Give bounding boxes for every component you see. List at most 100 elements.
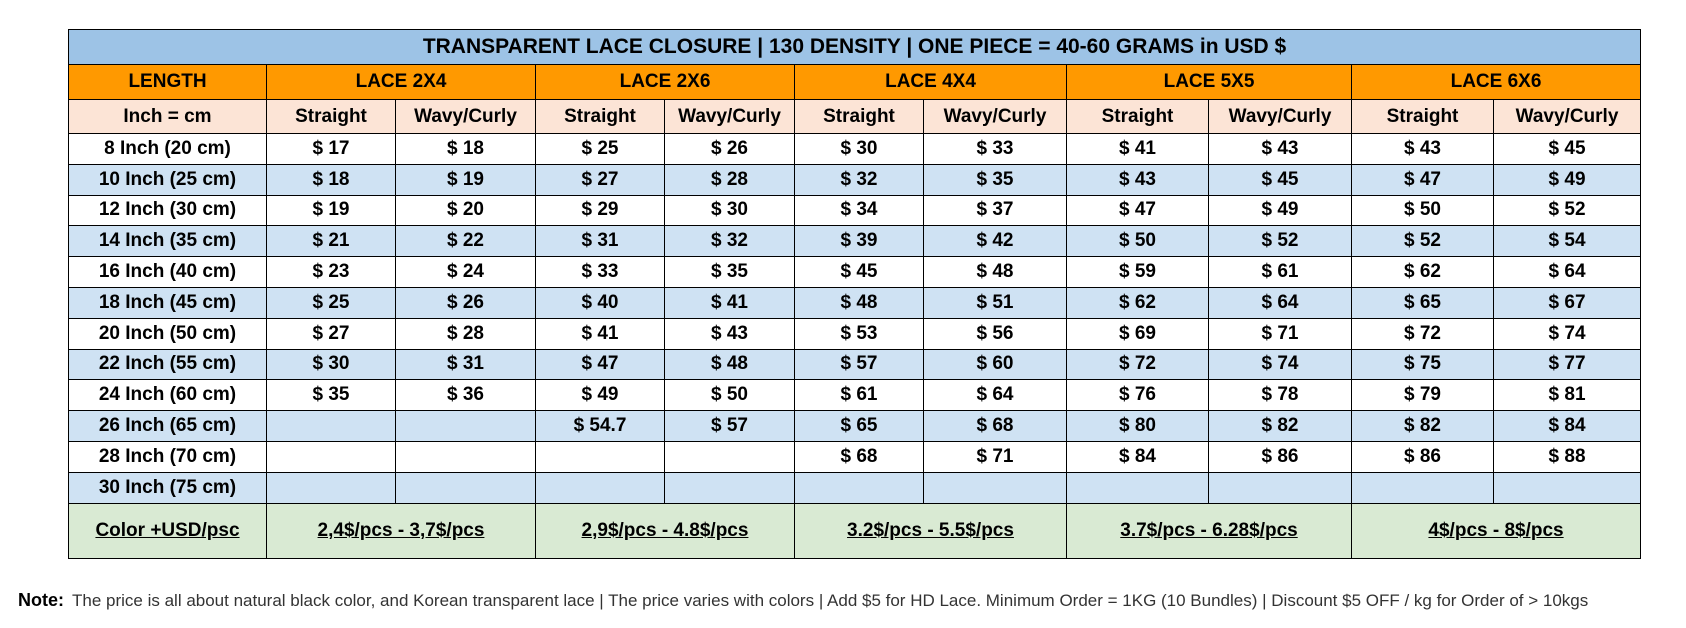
price-cell bbox=[923, 471, 1067, 504]
note-label: Note: bbox=[18, 590, 64, 610]
color-label: Color +USD/psc bbox=[95, 519, 240, 541]
sub-header: Wavy/Curly bbox=[664, 99, 795, 134]
price-cell: $ 31 bbox=[535, 225, 665, 258]
price-cell bbox=[664, 471, 795, 504]
price-cell: $ 51 bbox=[923, 286, 1067, 319]
length-cell: 26 Inch (65 cm) bbox=[68, 410, 267, 442]
price-cell: $ 35 bbox=[266, 379, 396, 412]
price-cell: $ 67 bbox=[1492, 286, 1642, 319]
table-row: 24 Inch (60 cm) $ 35 $ 36 $ 49 $ 50 $ 61 $ 64 $… bbox=[68, 379, 1642, 412]
price-cell: $ 52 bbox=[1492, 194, 1642, 227]
price-cell: $ 57 bbox=[794, 348, 924, 381]
length-header: LENGTH bbox=[68, 64, 267, 100]
price-cell: $ 60 bbox=[923, 348, 1067, 381]
table-row: 10 Inch (25 cm) $ 18 $ 19 $ 27 $ 28 $ 32 $ 35 $… bbox=[68, 163, 1642, 196]
price-cell bbox=[395, 471, 536, 504]
sub-header: Wavy/Curly bbox=[1208, 99, 1352, 134]
price-cell: $ 27 bbox=[535, 163, 665, 196]
price-cell: $ 86 bbox=[1351, 440, 1494, 473]
color-price-cell: 3.2$/pcs - 5.5$/pcs bbox=[794, 502, 1067, 559]
color-price-cell: 2,9$/pcs - 4.8$/pcs bbox=[535, 502, 795, 559]
price-cell bbox=[664, 440, 795, 473]
price-cell: $ 26 bbox=[664, 133, 795, 165]
price-cell: $ 31 bbox=[395, 348, 536, 381]
price-cell: $ 82 bbox=[1208, 410, 1352, 442]
sub-header: Wavy/Curly bbox=[395, 99, 536, 134]
price-cell: $ 82 bbox=[1351, 410, 1494, 442]
price-cell: $ 20 bbox=[395, 194, 536, 227]
color-price-cell: 4$/pcs - 8$/pcs bbox=[1350, 502, 1642, 559]
price-cell: $ 35 bbox=[664, 256, 795, 288]
price-cell: $ 50 bbox=[1351, 194, 1494, 227]
price-cell: $ 49 bbox=[1492, 163, 1642, 196]
table-row: 16 Inch (40 cm) $ 23 $ 24 $ 33 $ 35 $ 45 $ 48 $… bbox=[68, 256, 1642, 288]
table-row: 20 Inch (50 cm) $ 27 $ 28 $ 41 $ 43 $ 53 $ 56 $… bbox=[68, 317, 1642, 350]
price-cell: $ 28 bbox=[664, 163, 795, 196]
sub-header: Straight bbox=[794, 99, 924, 134]
table-title: TRANSPARENT LACE CLOSURE | 130 DENSITY |… bbox=[67, 29, 1642, 65]
price-cell bbox=[535, 471, 665, 504]
table-row: 22 Inch (55 cm) $ 30 $ 31 $ 47 $ 48 $ 57 $ 60 $… bbox=[68, 348, 1642, 381]
price-cell: $ 37 bbox=[923, 194, 1067, 227]
price-cell: $ 33 bbox=[923, 133, 1067, 165]
sub-header: Wavy/Curly bbox=[923, 99, 1067, 134]
group-header-2: LACE 4X4 bbox=[794, 64, 1067, 100]
price-cell: $ 71 bbox=[923, 440, 1067, 473]
price-cell: $ 57 bbox=[664, 410, 795, 442]
price-cell: $ 72 bbox=[1066, 348, 1209, 381]
color-price: 3.7$/pcs - 6.28$/pcs bbox=[1120, 519, 1298, 541]
price-cell: $ 43 bbox=[664, 317, 795, 350]
price-cell: $ 43 bbox=[1351, 133, 1494, 165]
price-cell: $ 77 bbox=[1492, 348, 1642, 381]
price-cell bbox=[1351, 471, 1494, 504]
sub-header: Straight bbox=[266, 99, 396, 134]
price-cell: $ 84 bbox=[1066, 440, 1209, 473]
price-cell: $ 52 bbox=[1208, 225, 1352, 258]
price-cell: $ 49 bbox=[535, 379, 665, 412]
price-cell: $ 68 bbox=[923, 410, 1067, 442]
price-cell: $ 50 bbox=[1066, 225, 1209, 258]
price-cell: $ 25 bbox=[266, 286, 396, 319]
price-cell: $ 68 bbox=[794, 440, 924, 473]
price-cell: $ 75 bbox=[1351, 348, 1494, 381]
price-cell bbox=[266, 440, 396, 473]
price-cell: $ 17 bbox=[266, 133, 396, 165]
price-cell: $ 47 bbox=[1066, 194, 1209, 227]
price-cell: $ 84 bbox=[1492, 410, 1642, 442]
price-cell: $ 62 bbox=[1351, 256, 1494, 288]
color-label-cell: Color +USD/psc bbox=[68, 502, 267, 559]
price-cell: $ 49 bbox=[1208, 194, 1352, 227]
price-cell: $ 54.7 bbox=[535, 410, 665, 442]
color-price-cell: 3.7$/pcs - 6.28$/pcs bbox=[1066, 502, 1352, 559]
length-cell: 14 Inch (35 cm) bbox=[68, 225, 267, 258]
length-cell: 24 Inch (60 cm) bbox=[68, 379, 267, 412]
price-cell bbox=[266, 471, 396, 504]
price-cell: $ 22 bbox=[395, 225, 536, 258]
price-cell bbox=[535, 440, 665, 473]
group-header-4: LACE 6X6 bbox=[1350, 64, 1642, 100]
note-text: The price is all about natural black col… bbox=[72, 591, 1589, 610]
price-cell: $ 48 bbox=[923, 256, 1067, 288]
price-cell: $ 41 bbox=[664, 286, 795, 319]
price-cell: $ 64 bbox=[1208, 286, 1352, 319]
length-cell: 30 Inch (75 cm) bbox=[68, 471, 267, 504]
price-cell bbox=[395, 440, 536, 473]
table-row: 18 Inch (45 cm) $ 25 $ 26 $ 40 $ 41 $ 48 $ 51 $… bbox=[68, 286, 1642, 319]
group-header-0: LACE 2X4 bbox=[266, 64, 536, 100]
group-header-3: LACE 5X5 bbox=[1066, 64, 1352, 100]
table-row: 26 Inch (65 cm) $ 54.7 $ 57 $ 65 $ 68 $ 80 $ 8… bbox=[68, 410, 1642, 442]
price-cell: $ 64 bbox=[923, 379, 1067, 412]
note-line: Note: The price is all about natural blac… bbox=[18, 590, 1588, 611]
price-cell: $ 45 bbox=[1492, 133, 1642, 165]
price-cell: $ 19 bbox=[266, 194, 396, 227]
price-cell: $ 54 bbox=[1492, 225, 1642, 258]
price-cell: $ 30 bbox=[266, 348, 396, 381]
price-cell bbox=[395, 410, 536, 442]
unit-header: Inch = cm bbox=[68, 99, 267, 134]
color-price: 2,4$/pcs - 3,7$/pcs bbox=[317, 519, 485, 541]
price-cell: $ 53 bbox=[794, 317, 924, 350]
price-cell: $ 81 bbox=[1492, 379, 1642, 412]
color-price: 2,9$/pcs - 4.8$/pcs bbox=[581, 519, 749, 541]
price-cell: $ 25 bbox=[535, 133, 665, 165]
color-price: 4$/pcs - 8$/pcs bbox=[1428, 519, 1564, 541]
